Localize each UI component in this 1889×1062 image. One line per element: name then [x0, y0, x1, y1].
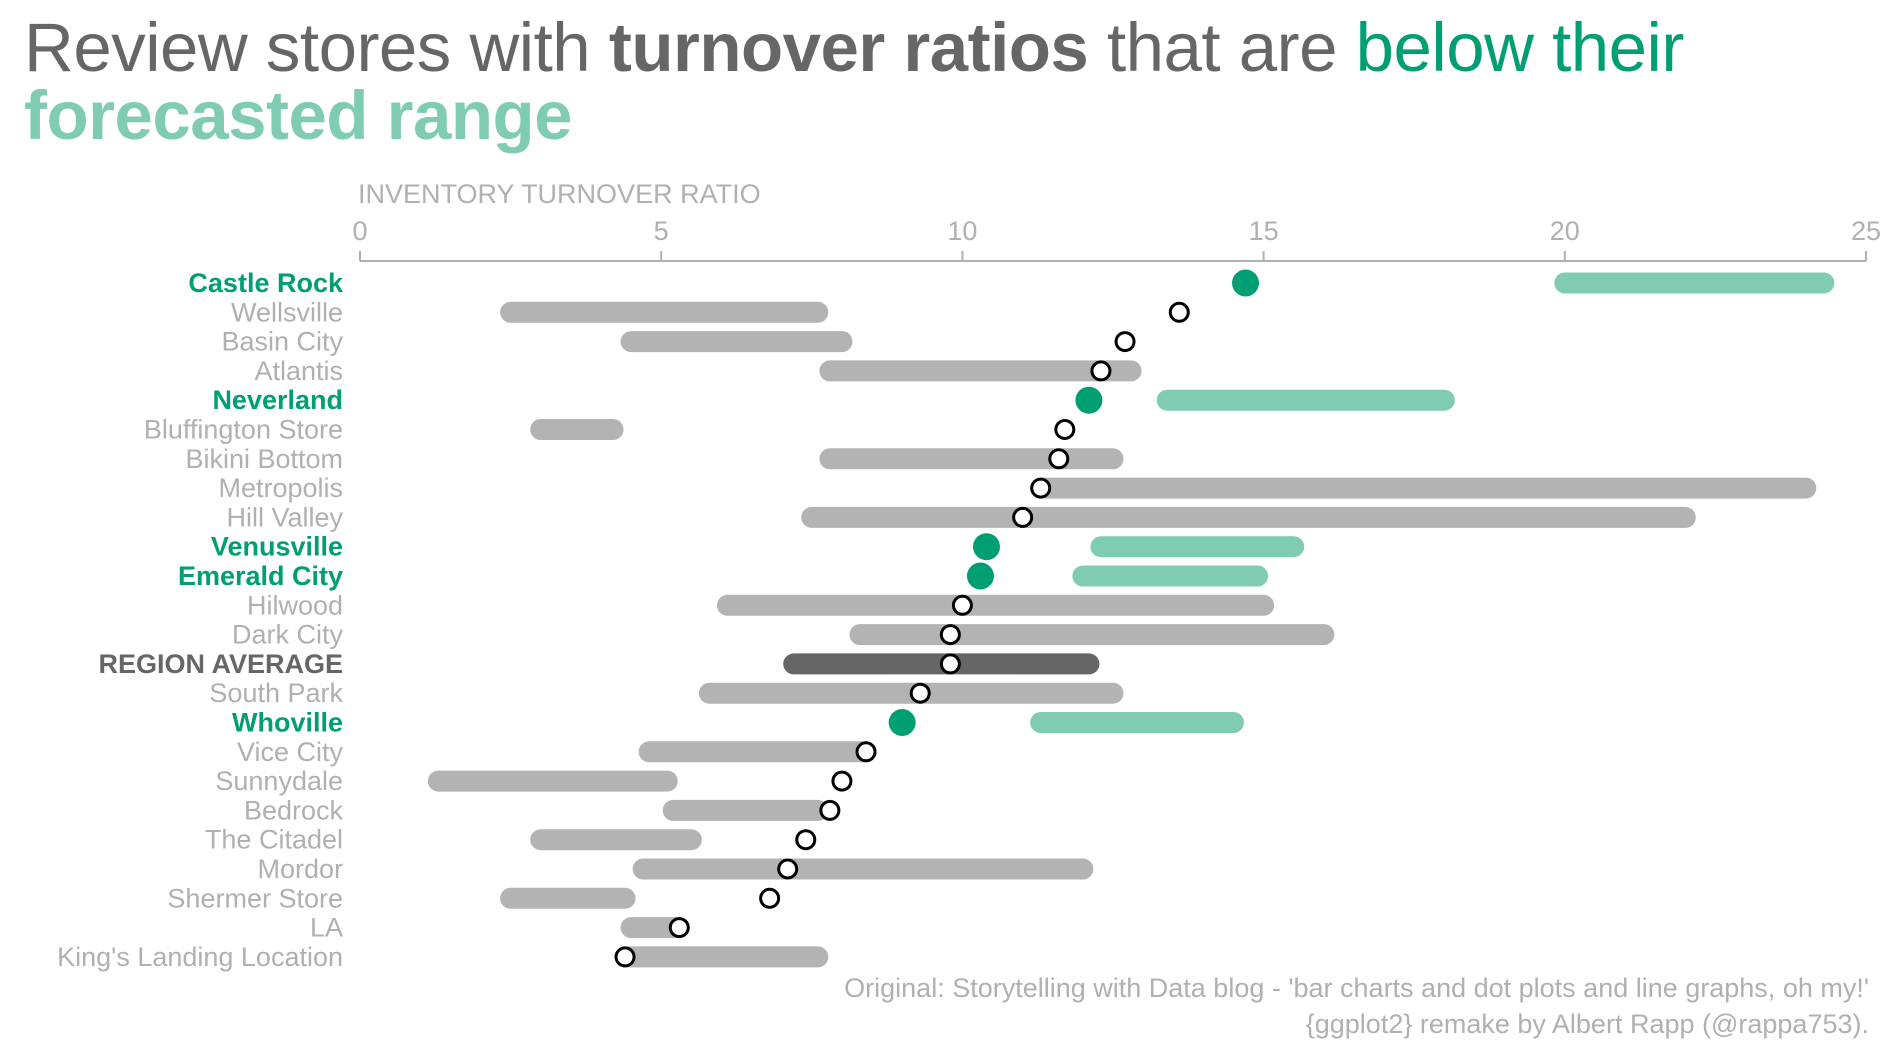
actual-dot	[1090, 360, 1112, 382]
x-tick-label: 15	[1249, 216, 1279, 246]
actual-dot	[1054, 419, 1076, 440]
actual-dot	[819, 799, 841, 821]
store-label: Emerald City	[178, 561, 343, 591]
actual-dot-below	[888, 709, 916, 736]
store-label: South Park	[209, 678, 343, 708]
store-label: Sunnydale	[215, 766, 343, 796]
actual-dot	[855, 741, 877, 763]
store-label: Castle Rock	[188, 268, 344, 298]
x-axis-ticks: 0 5 10 15 20 25	[352, 216, 1881, 261]
store-label: Wellsville	[231, 297, 343, 327]
store-label: Venusville	[211, 532, 343, 562]
actual-dot	[939, 624, 961, 646]
x-tick-label: 10	[947, 216, 977, 246]
actual-dot-below	[972, 533, 1000, 561]
store-label: Dark City	[232, 620, 344, 650]
actual-dots	[614, 269, 1260, 968]
title-part-3: that are	[1088, 9, 1356, 86]
actual-dot-below	[966, 562, 994, 590]
store-label: Neverland	[212, 385, 343, 415]
caption-source: Original: Storytelling with Data blog - …	[844, 973, 1869, 1003]
actual-dot	[759, 887, 781, 909]
store-label: The Citadel	[205, 825, 343, 855]
chart-title: Review stores with turnover ratios that …	[24, 13, 1864, 150]
x-tick-label: 20	[1550, 216, 1580, 246]
actual-dot	[1012, 506, 1034, 528]
actual-dot	[668, 917, 690, 939]
store-label: Shermer Store	[167, 883, 343, 913]
actual-dot	[1048, 448, 1070, 470]
store-label: Atlantis	[254, 356, 343, 386]
x-axis-title: INVENTORY TURNOVER RATIO	[358, 179, 761, 209]
store-label: Metropolis	[218, 473, 343, 503]
store-label: King's Landing Location	[57, 942, 343, 972]
x-tick-label: 25	[1851, 216, 1881, 246]
actual-dot-below	[1232, 269, 1260, 297]
store-label: Bluffington Store	[144, 415, 343, 445]
actual-dot	[795, 829, 817, 851]
store-label: Mordor	[257, 854, 343, 884]
actual-dot	[951, 594, 973, 616]
x-tick-label: 5	[654, 216, 669, 246]
title-part-5: forecasted range	[24, 77, 573, 154]
actual-dot	[831, 770, 853, 792]
actual-dot	[777, 858, 799, 880]
actual-dot	[1030, 477, 1052, 499]
store-label: Bikini Bottom	[185, 444, 343, 474]
store-label: Whoville	[232, 708, 343, 738]
store-label: Basin City	[221, 327, 343, 357]
store-label: Bedrock	[244, 795, 344, 825]
forecast-ranges	[427, 272, 1835, 968]
title-part-1: Review stores with	[24, 9, 609, 86]
actual-dot	[1114, 331, 1136, 353]
actual-dot	[614, 946, 636, 968]
title-part-2: turnover ratios	[608, 9, 1089, 86]
actual-dot	[909, 682, 931, 704]
title-part-4: below their	[1355, 9, 1685, 86]
actual-dot	[1168, 301, 1190, 323]
store-label: REGION AVERAGE	[98, 649, 343, 679]
store-label: Vice City	[237, 737, 344, 767]
store-label: LA	[310, 913, 343, 943]
actual-dot-below	[1075, 386, 1103, 414]
store-label: Hilwood	[247, 590, 343, 620]
caption-credit: {ggplot2} remake by Albert Rapp (@rappa7…	[1305, 1009, 1869, 1039]
x-tick-label: 0	[352, 216, 367, 246]
store-label: Hill Valley	[226, 502, 343, 532]
actual-dot	[939, 653, 961, 675]
